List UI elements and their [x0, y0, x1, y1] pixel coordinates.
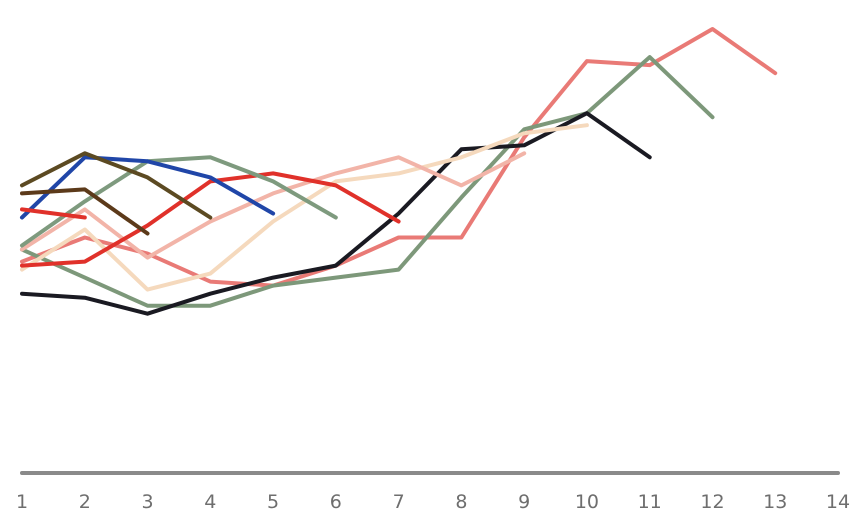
x-tick-label: 7	[393, 491, 405, 513]
x-tick-label: 6	[330, 491, 342, 513]
series-line-5	[20, 151, 527, 260]
x-tick-label: 9	[518, 491, 530, 513]
x-tick-label: 1	[16, 491, 28, 513]
series-line-10	[20, 207, 87, 220]
x-tick-label: 13	[763, 491, 787, 513]
x-tick-label: 3	[141, 491, 153, 513]
x-tick-label: 8	[455, 491, 467, 513]
x-tick-label: 12	[700, 491, 724, 513]
series-line-3	[20, 111, 652, 316]
series-line-8	[20, 155, 276, 220]
series-line-9	[20, 151, 213, 220]
x-tick-label: 14	[826, 491, 850, 513]
series-line-6	[20, 171, 401, 268]
x-tick-label: 11	[638, 491, 662, 513]
series-line-7	[20, 155, 338, 248]
x-tick-label: 4	[204, 491, 216, 513]
x-tick-labels: 1 2 3 4 5 6 7 8 9 10 11 12 13 14	[16, 491, 850, 513]
x-tick-label: 10	[575, 491, 599, 513]
series-line-4	[20, 123, 589, 292]
x-tick-label: 5	[267, 491, 279, 513]
series-line-2	[20, 55, 715, 308]
series-line-11	[20, 187, 150, 236]
x-tick-label: 2	[79, 491, 91, 513]
series-line-1	[20, 27, 778, 288]
series-layer	[20, 27, 778, 316]
